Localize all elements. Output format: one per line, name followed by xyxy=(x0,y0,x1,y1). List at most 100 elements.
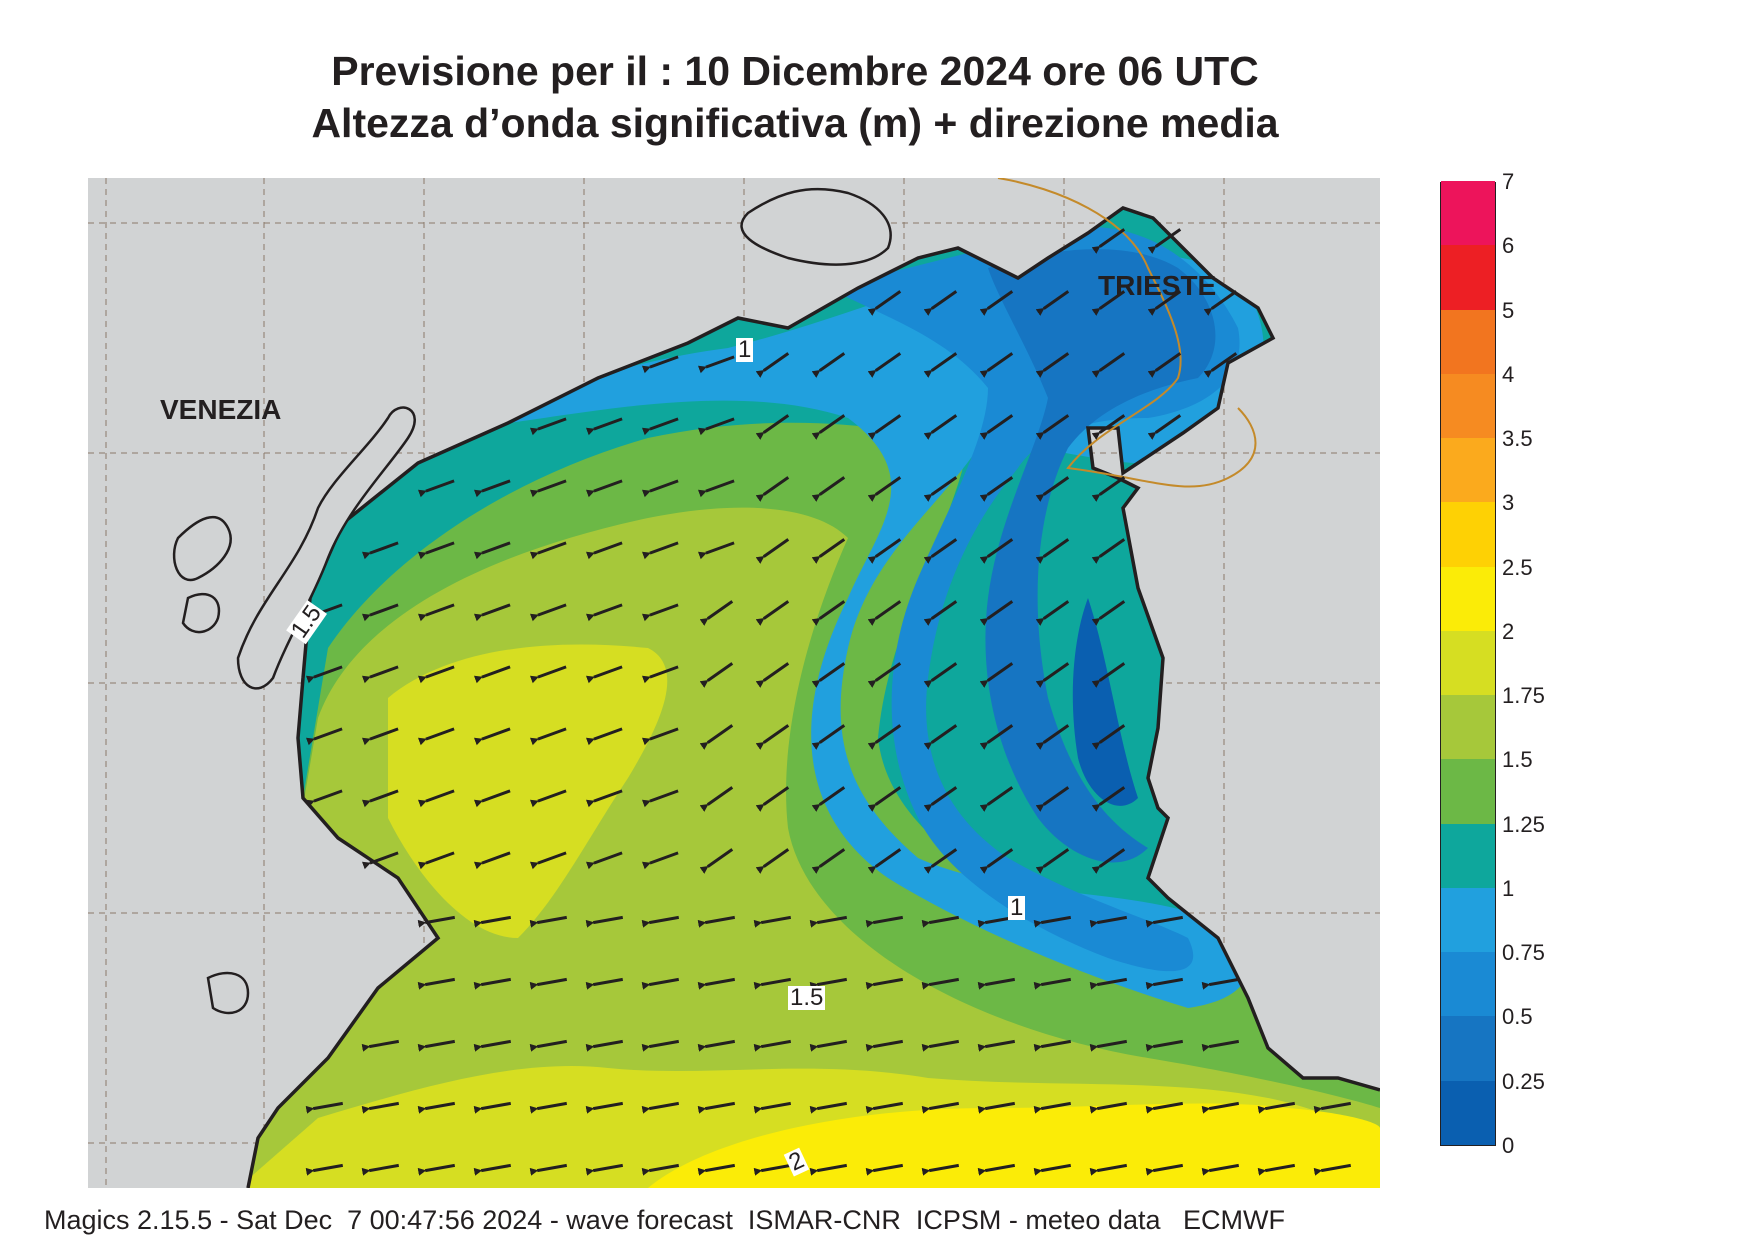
wave-direction-arrow xyxy=(641,603,679,622)
wave-direction-arrow xyxy=(809,1101,848,1114)
wave-direction-arrow xyxy=(699,662,734,688)
wave-direction-arrow xyxy=(1035,786,1070,812)
wave-direction-arrow xyxy=(697,541,735,560)
wave-direction-arrow xyxy=(1091,352,1126,378)
legend-tick-label: 0.75 xyxy=(1502,940,1545,966)
wave-direction-arrow xyxy=(811,848,846,874)
wave-direction-arrow xyxy=(473,479,511,498)
wave-direction-arrow xyxy=(473,789,511,808)
wave-direction-arrow xyxy=(361,1101,400,1114)
wave-direction-arrow xyxy=(529,417,567,436)
wave-direction-arrow xyxy=(361,1163,400,1176)
wave-direction-arrow xyxy=(417,1163,456,1176)
legend-swatch xyxy=(1441,694,1495,760)
legend-tick-label: 0.5 xyxy=(1502,1004,1533,1030)
wave-direction-arrow xyxy=(979,352,1014,378)
wave-direction-arrow xyxy=(867,290,902,316)
wave-direction-arrow xyxy=(1091,228,1126,254)
wave-direction-arrow xyxy=(417,727,455,746)
wave-direction-arrow xyxy=(641,977,680,990)
color-scale-legend xyxy=(1440,180,1496,1146)
wave-direction-arrow xyxy=(585,417,623,436)
footer-credits: Magics 2.15.5 - Sat Dec 7 00:47:56 2024 … xyxy=(44,1205,1285,1235)
legend-swatch xyxy=(1441,244,1495,310)
wave-direction-arrow xyxy=(1033,915,1072,928)
wave-direction-arrow xyxy=(699,724,734,750)
wave-direction-arrow xyxy=(923,414,958,440)
wave-direction-arrow xyxy=(867,538,902,564)
wave-direction-arrow xyxy=(867,724,902,750)
wave-direction-arrow xyxy=(1147,414,1182,440)
wave-direction-arrow xyxy=(585,851,623,870)
legend-tick-label: 0 xyxy=(1502,1133,1515,1158)
wave-direction-arrow xyxy=(305,1101,344,1114)
wave-direction-arrow xyxy=(361,541,399,560)
wave-direction-arrow xyxy=(921,915,960,928)
wave-direction-arrow xyxy=(585,1101,624,1114)
wave-direction-arrow xyxy=(1145,1039,1184,1052)
wave-direction-arrow xyxy=(1089,915,1128,928)
legend-tick-label: 6 xyxy=(1502,233,1515,259)
wave-direction-arrow xyxy=(755,786,790,812)
wave-direction-arrow xyxy=(305,665,343,684)
wave-direction-arrow xyxy=(585,915,624,928)
wave-direction-arrow xyxy=(1257,1163,1296,1176)
variable-title: Altezza d’onda significativa (m) + direz… xyxy=(311,100,1279,146)
wave-direction-arrow xyxy=(921,1163,960,1176)
wave-direction-arrow xyxy=(473,665,511,684)
wave-direction-arrow xyxy=(1201,1039,1240,1052)
wave-direction-arrow xyxy=(585,541,623,560)
wave-direction-arrow xyxy=(811,352,846,378)
wave-direction-arrow xyxy=(305,1163,344,1176)
wave-direction-arrow xyxy=(585,479,623,498)
wave-direction-arrow xyxy=(473,541,511,560)
wave-direction-arrow xyxy=(1201,1163,1240,1176)
legend-swatch xyxy=(1441,887,1495,953)
wave-direction-arrow xyxy=(755,414,790,440)
wave-direction-arrow xyxy=(417,603,455,622)
legend-tick-label: 1.75 xyxy=(1502,683,1545,709)
wave-direction-arrow xyxy=(811,476,846,502)
wave-direction-arrow xyxy=(529,727,567,746)
wave-direction-arrow xyxy=(979,724,1014,750)
wave-direction-arrow xyxy=(867,600,902,626)
wave-direction-arrow xyxy=(699,848,734,874)
wave-direction-arrow xyxy=(809,915,848,928)
wave-direction-arrow xyxy=(417,851,455,870)
wave-direction-arrow xyxy=(1201,1101,1240,1114)
wave-direction-arrow xyxy=(585,727,623,746)
wave-direction-arrow xyxy=(1145,1163,1184,1176)
map-canvas xyxy=(88,178,1380,1188)
wave-direction-arrow xyxy=(641,789,679,808)
wave-direction-arrow xyxy=(529,541,567,560)
wave-direction-arrow xyxy=(865,977,904,990)
wave-direction-arrow xyxy=(417,541,455,560)
wave-direction-arrow xyxy=(1089,1039,1128,1052)
wave-direction-arrow xyxy=(1091,538,1126,564)
wave-direction-arrow xyxy=(473,851,511,870)
wave-direction-arrow xyxy=(867,414,902,440)
wave-direction-arrow xyxy=(811,724,846,750)
city-label-trieste: TRIESTE xyxy=(1098,270,1217,301)
legend-swatch xyxy=(1441,1015,1495,1081)
wave-direction-arrow xyxy=(1033,1101,1072,1114)
legend-tick-label: 2.5 xyxy=(1502,554,1533,580)
wave-direction-arrow xyxy=(1313,1163,1352,1176)
wave-direction-arrow xyxy=(361,851,399,870)
wave-direction-arrow xyxy=(1089,1101,1128,1114)
wave-direction-arrow xyxy=(1091,414,1126,440)
wave-direction-arrow xyxy=(921,977,960,990)
wave-direction-arrow xyxy=(979,538,1014,564)
wave-direction-arrow xyxy=(1035,848,1070,874)
wave-direction-arrow xyxy=(1091,848,1126,874)
wave-direction-arrow xyxy=(1201,977,1240,990)
wave-direction-arrow xyxy=(1035,538,1070,564)
wave-direction-arrow xyxy=(923,476,958,502)
wave-direction-arrow xyxy=(473,915,512,928)
wave-direction-arrow xyxy=(1035,352,1070,378)
wave-direction-arrow xyxy=(361,665,399,684)
wave-direction-arrow xyxy=(1145,1101,1184,1114)
wave-direction-arrow xyxy=(417,1039,456,1052)
wave-direction-arrow xyxy=(867,662,902,688)
wave-direction-arrow xyxy=(473,727,511,746)
